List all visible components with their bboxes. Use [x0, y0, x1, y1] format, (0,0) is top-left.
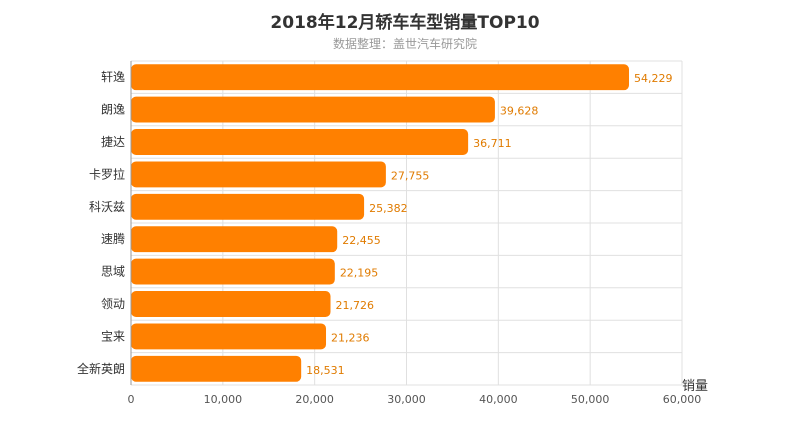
category-label: 领动	[101, 297, 125, 311]
bar	[131, 161, 386, 188]
x-tick-label: 0	[128, 393, 135, 406]
category-label: 速腾	[101, 231, 125, 246]
bars-group: 54,229 39,628 36,711 27,755 25,382 22,455 22,1…	[131, 64, 673, 382]
bar-value-label: 18,531	[306, 364, 345, 377]
category-label: 科沃兹	[89, 200, 125, 214]
x-tick-label: 10,000	[204, 393, 243, 406]
category-label: 思域	[101, 265, 125, 279]
x-tick-label: 30,000	[387, 393, 426, 406]
category-label: 朗逸	[101, 103, 125, 117]
bar	[131, 96, 495, 123]
bar	[131, 291, 331, 317]
bar-value-label: 22,455	[342, 234, 381, 247]
x-axis-label: 销量	[682, 379, 708, 394]
category-label: 捷达	[101, 135, 125, 149]
bar	[131, 355, 302, 382]
grid-lines	[130, 60, 683, 386]
bar-value-label: 36,711	[473, 137, 512, 150]
bar	[131, 193, 365, 220]
bar	[131, 226, 338, 253]
bar	[131, 258, 335, 285]
bar-value-label: 27,755	[391, 169, 430, 182]
chart-subtitle: 数据整理：盖世汽车研究院	[333, 36, 477, 51]
bar	[131, 129, 469, 155]
bar-value-label: 21,726	[336, 299, 375, 312]
chart-title: 2018年12月轿车车型销量TOP10	[270, 12, 539, 33]
x-tick-label: 60,000	[663, 393, 702, 406]
bar-value-label: 54,229	[634, 72, 673, 85]
bar-value-label: 21,236	[331, 331, 370, 344]
category-label: 卡罗拉	[89, 166, 125, 181]
bar-value-label: 39,628	[500, 105, 538, 118]
x-tick-label: 50,000	[571, 393, 610, 406]
category-label: 宝来	[101, 329, 125, 343]
bar	[131, 323, 327, 350]
bar-value-label: 25,382	[369, 202, 408, 215]
x-tick-label: 20,000	[295, 393, 334, 406]
category-label: 全新英朗	[77, 361, 125, 376]
bar-value-label: 22,195	[340, 267, 379, 280]
x-axis-ticks: 0 10,000 20,000 30,000 40,000 50,000 60,000	[128, 393, 702, 406]
category-label: 轩逸	[101, 70, 125, 84]
bar	[131, 64, 630, 91]
x-tick-label: 40,000	[479, 393, 518, 406]
